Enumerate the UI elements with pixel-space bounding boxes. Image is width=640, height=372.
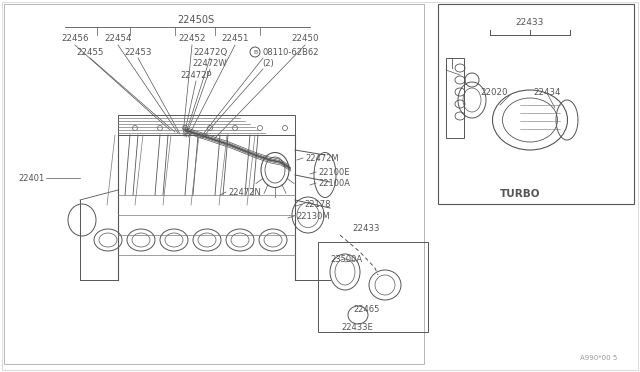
- Text: A990*00 5: A990*00 5: [580, 355, 617, 361]
- Text: 22178: 22178: [304, 199, 330, 208]
- Text: 22130M: 22130M: [296, 212, 330, 221]
- Text: 22433: 22433: [516, 17, 544, 26]
- Text: 22472M: 22472M: [305, 154, 339, 163]
- Text: 22455: 22455: [76, 48, 104, 57]
- Bar: [438, 4, 634, 204]
- Text: 22450S: 22450S: [177, 15, 214, 25]
- Text: 22472W: 22472W: [193, 58, 227, 67]
- Text: 22465: 22465: [354, 305, 380, 314]
- Text: 22433E: 22433E: [341, 324, 373, 333]
- Text: 22401: 22401: [18, 173, 44, 183]
- Text: 22450: 22450: [291, 33, 319, 42]
- Text: 22020: 22020: [480, 87, 508, 96]
- Text: 22452: 22452: [179, 33, 205, 42]
- Text: 22100E: 22100E: [318, 167, 349, 176]
- Bar: [318, 242, 428, 332]
- Text: 22472N: 22472N: [228, 187, 260, 196]
- Text: TURBO: TURBO: [500, 189, 540, 199]
- Bar: [4, 4, 424, 364]
- Text: 22434: 22434: [533, 87, 561, 96]
- Text: (2): (2): [262, 58, 274, 67]
- Text: 22456: 22456: [61, 33, 89, 42]
- Text: 22453: 22453: [124, 48, 152, 57]
- Text: 22472Q: 22472Q: [193, 48, 227, 57]
- Text: 22433: 22433: [352, 224, 380, 232]
- Text: 22100A: 22100A: [318, 179, 350, 187]
- Text: 22454: 22454: [104, 33, 132, 42]
- Bar: [446, 58, 464, 138]
- Text: B: B: [253, 49, 257, 55]
- Text: 08110-62B62: 08110-62B62: [263, 48, 319, 57]
- Text: 23500A: 23500A: [330, 256, 362, 264]
- Text: 22451: 22451: [221, 33, 249, 42]
- Text: 22472P: 22472P: [180, 71, 212, 80]
